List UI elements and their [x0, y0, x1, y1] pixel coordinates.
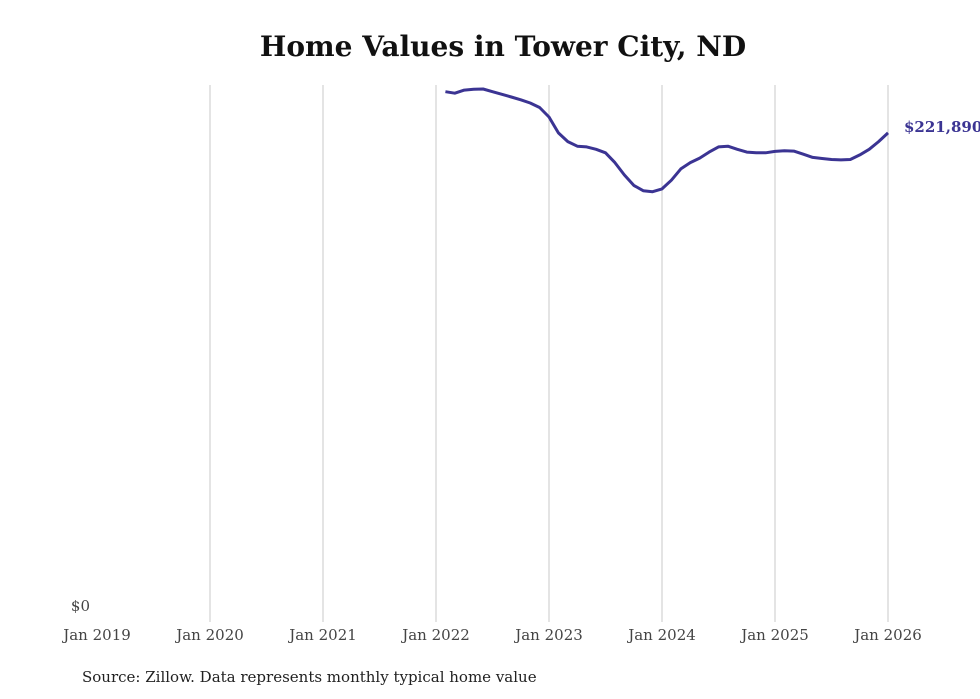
x-tick-label: Jan 2019: [61, 626, 131, 644]
x-tick-label: Jan 2025: [739, 626, 809, 644]
x-tick-label: Jan 2023: [513, 626, 583, 644]
source-note: Source: Zillow. Data represents monthly …: [82, 668, 537, 686]
x-tick-label: Jan 2026: [852, 626, 922, 644]
x-tick-label: Jan 2020: [174, 626, 244, 644]
gridlines: [209, 85, 889, 622]
x-tick-label: Jan 2022: [400, 626, 470, 644]
x-tick-label: Jan 2021: [287, 626, 357, 644]
chart-title: Home Values in Tower City, ND: [259, 30, 747, 63]
x-tick-label: Jan 2024: [626, 626, 696, 644]
series-line: [445, 87, 890, 194]
y-tick-label: $0: [71, 597, 90, 615]
end-value-label: $221,890: [904, 118, 980, 136]
x-axis-ticks: Jan 2019 Jan 2020 Jan 2021 Jan 2022 Jan 2023…: [61, 626, 922, 644]
